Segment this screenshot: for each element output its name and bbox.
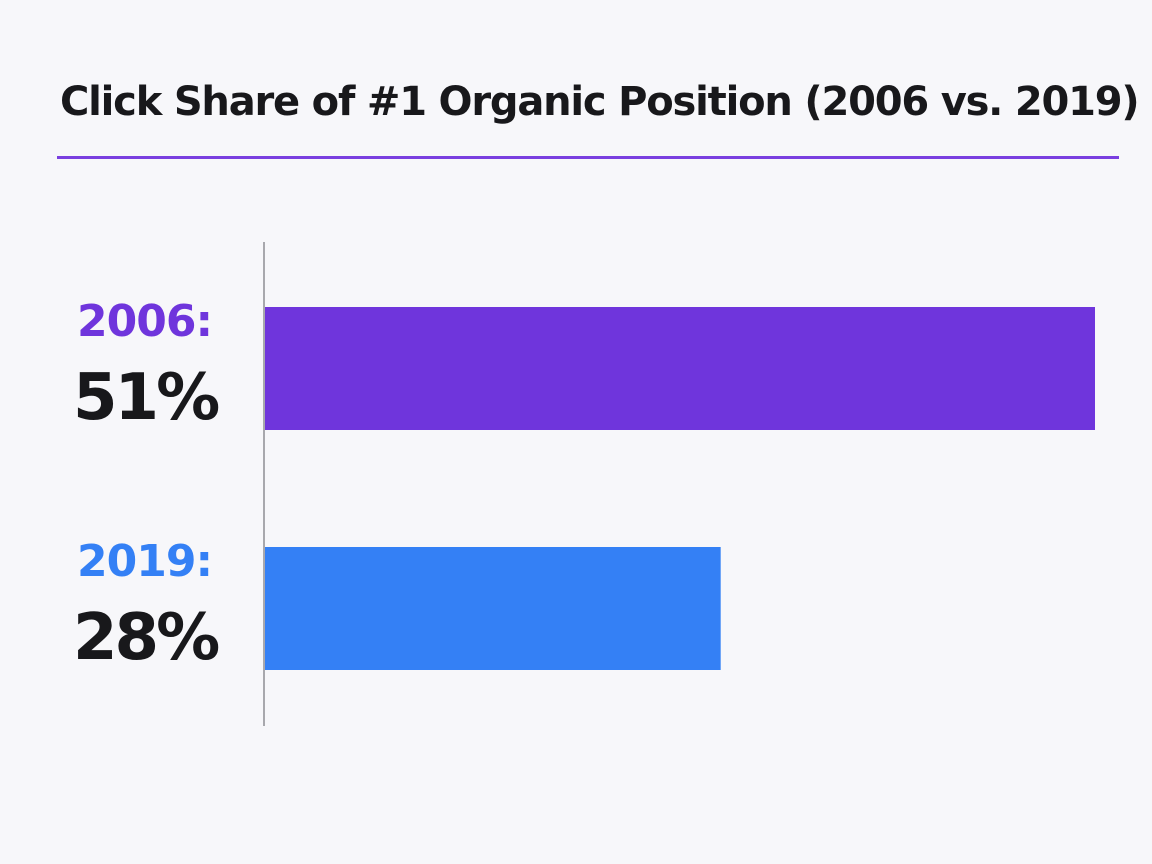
value-label: 28% — [73, 601, 219, 675]
chart-title: Click Share of #1 Organic Position (2006… — [60, 79, 1140, 125]
bar-2019 — [265, 547, 721, 670]
category-label: 2019: — [77, 536, 212, 587]
value-label: 51% — [73, 361, 219, 435]
category-label: 2006: — [77, 296, 212, 347]
bar-2006 — [265, 307, 1095, 430]
title-divider — [57, 156, 1119, 159]
